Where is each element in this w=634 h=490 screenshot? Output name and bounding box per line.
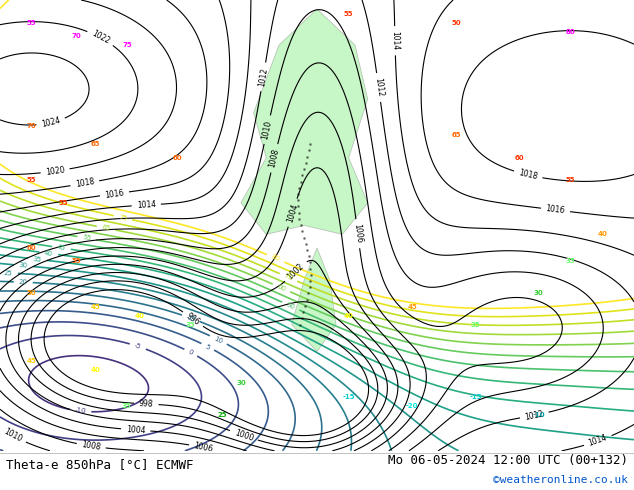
Text: 65: 65 [101,224,111,232]
Text: 1012: 1012 [257,67,269,87]
Text: 1012: 1012 [524,409,545,421]
Text: 50: 50 [451,20,462,25]
Text: 1014: 1014 [587,434,609,448]
Text: 1008: 1008 [268,148,281,169]
Text: 5: 5 [205,343,211,350]
Text: 65: 65 [91,141,100,147]
Text: 35: 35 [33,256,42,263]
Text: 60: 60 [27,245,37,251]
Text: 35: 35 [470,321,481,328]
Text: 30: 30 [236,380,246,386]
Text: 1008: 1008 [81,440,101,452]
Text: 65: 65 [452,132,461,138]
Text: 40: 40 [344,313,354,318]
Text: 80: 80 [566,28,576,35]
Text: 60: 60 [515,155,525,161]
Text: 40: 40 [44,250,53,257]
Text: 35: 35 [185,321,195,328]
Text: 1006: 1006 [352,223,363,244]
Text: 45: 45 [407,303,417,310]
Text: Theta-e 850hPa [°C] ECMWF: Theta-e 850hPa [°C] ECMWF [6,458,194,471]
Text: 1024: 1024 [41,116,61,129]
Text: 1000: 1000 [233,428,254,443]
Polygon shape [292,248,336,352]
Text: 70: 70 [71,33,81,39]
Text: 1014: 1014 [391,31,399,50]
Text: 1002: 1002 [286,262,306,281]
Text: 996: 996 [184,311,202,327]
Text: -10: -10 [75,408,87,415]
Text: 1014: 1014 [136,200,156,210]
Text: 40: 40 [597,231,607,238]
Text: 55: 55 [82,235,91,242]
Text: 55: 55 [27,20,36,25]
Text: 75: 75 [122,42,132,48]
Text: 25: 25 [217,412,226,418]
Text: 30: 30 [534,290,544,296]
Text: 45: 45 [56,245,67,251]
Text: 25: 25 [4,270,13,276]
Text: 50: 50 [27,290,37,296]
Text: 70: 70 [27,123,37,129]
Text: 1018: 1018 [75,177,95,189]
Text: 55: 55 [27,177,36,183]
Text: 50: 50 [285,301,296,311]
Text: 1006: 1006 [193,441,214,454]
Text: 55: 55 [72,258,81,265]
Text: 80: 80 [270,254,281,263]
Text: 1022: 1022 [90,29,111,46]
Text: 45: 45 [27,358,37,364]
Text: 30: 30 [18,262,28,269]
Text: 70: 70 [283,273,294,282]
Text: 1012: 1012 [373,77,384,98]
Text: 1004: 1004 [126,425,146,435]
Text: -15: -15 [342,393,355,400]
Text: 1018: 1018 [518,169,538,181]
Text: -15: -15 [469,393,482,400]
Text: 75: 75 [118,214,128,221]
Text: 60: 60 [276,283,287,293]
Text: 55: 55 [59,200,68,206]
Text: 1004: 1004 [285,202,300,223]
Text: 10: 10 [213,335,224,344]
Text: 45: 45 [90,303,100,310]
Text: 55: 55 [566,177,575,183]
Text: 40: 40 [90,367,100,373]
Text: 35: 35 [566,258,576,265]
Polygon shape [241,9,368,234]
Text: -20: -20 [406,403,418,409]
Text: ©weatheronline.co.uk: ©weatheronline.co.uk [493,475,628,485]
Text: 55: 55 [344,10,353,17]
Text: 35: 35 [122,403,132,409]
Text: 1016: 1016 [105,188,125,199]
Text: -10: -10 [533,412,545,418]
Text: 1016: 1016 [545,204,566,216]
Text: Mo 06-05-2024 12:00 UTC (00+132): Mo 06-05-2024 12:00 UTC (00+132) [387,454,628,467]
Text: -5: -5 [134,343,142,350]
Text: 15: 15 [186,314,196,322]
Text: 1010: 1010 [2,427,23,444]
Text: 20: 20 [19,279,28,285]
Text: 1020: 1020 [45,165,65,177]
Text: 40: 40 [134,313,145,318]
Text: 1010: 1010 [261,119,274,140]
Text: 0: 0 [188,349,194,356]
Text: 998: 998 [139,399,154,409]
Text: 60: 60 [172,155,183,161]
